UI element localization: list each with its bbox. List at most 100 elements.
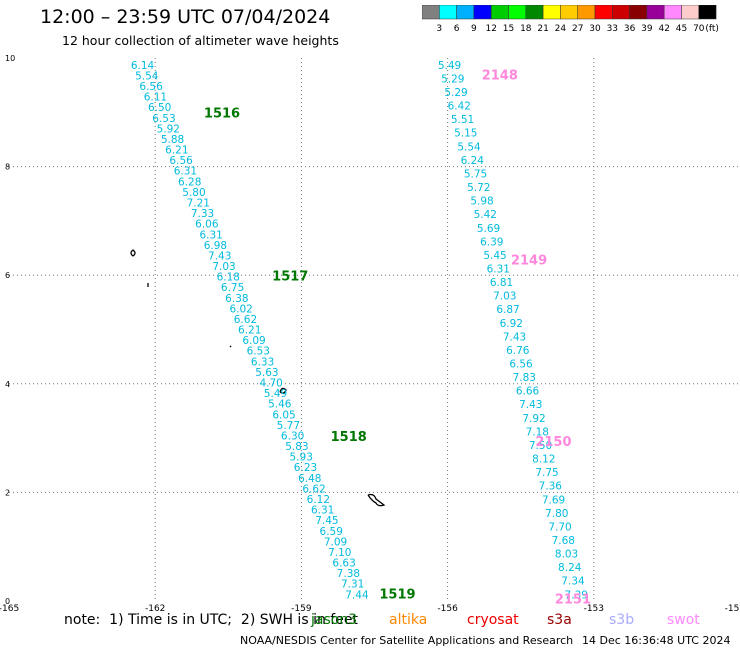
pass-number-label: 1516 [204,107,240,122]
wave-height-label: 6.62 [302,483,325,495]
wave-height-label: 8.03 [555,549,578,561]
wave-height-label: 7.43 [503,331,526,343]
mission-legend-jason3: jason3 [311,612,358,628]
wave-height-label: 7.43 [519,399,542,411]
wave-height-label: 6.28 [178,176,201,188]
wave-height-label: 6.33 [251,356,274,368]
colorbar-tick-label: 18 [520,24,532,34]
wave-height-label: 8.24 [558,562,582,574]
wave-height-label: 5.54 [135,70,159,82]
x-tick-label: -159 [291,604,312,612]
wave-height-label: 6.56 [139,81,163,93]
wave-height-label: 7.18 [526,426,549,438]
y-tick-label: 2 [5,488,10,497]
wave-height-label: 6.75 [221,282,244,294]
wave-height-label: 7.50 [529,440,552,452]
colorbar-tick-label: 15 [503,24,514,34]
wave-height-label: 6.42 [448,101,471,113]
colorbar-tick-label: 36 [624,24,636,34]
y-tick-label: 10 [5,54,15,63]
wave-height-label: 6.14 [131,60,155,72]
wave-height-label: 5.63 [255,367,278,379]
wave-height-label: 6.38 [225,293,248,305]
wave-height-label: 7.38 [337,568,360,580]
wave-height-label: 7.70 [548,521,571,533]
wave-height-label: 6.30 [281,430,304,442]
wave-height-label: 6.23 [294,462,317,474]
wave-height-label: 6.11 [144,92,167,104]
wave-height-label: 5.80 [182,187,205,199]
colorbar-tick-label: 39 [641,24,653,34]
x-tick-label: -162 [145,604,165,612]
wave-height-label: 5.98 [470,196,493,208]
wave-height-label: 5.29 [444,87,467,99]
coastline-island [229,345,232,348]
wave-height-label: 5.72 [467,182,490,194]
wave-height-label: 5.49 [264,388,287,400]
wave-height-label: 6.76 [506,345,530,357]
pass-number-label: 1517 [272,270,308,285]
coastline-island [279,387,287,394]
y-tick-label: 4 [5,380,10,389]
wave-height-label: 7.21 [187,198,210,210]
chart-subtitle: 12 hour collection of altimeter wave hei… [62,33,339,48]
colorbar-swatch [698,5,717,20]
coastline-island [130,249,136,257]
wave-height-label: 7.80 [545,508,568,520]
chart-title: 12:00 – 23:59 UTC 07/04/2024 [40,6,331,28]
pass-number-label: 2151 [555,593,591,608]
wave-height-label: 8.12 [532,454,555,466]
colorbar-tick-label: 30 [589,24,601,34]
wave-height-label: 7.36 [539,481,563,493]
wave-height-label: 6.12 [307,494,330,506]
pass-number-label: 2148 [482,69,518,84]
wave-height-label: 6.31 [199,229,222,241]
wave-height-label: 6.21 [165,145,188,157]
wave-height-label: 6.05 [272,409,295,421]
wave-height-label: 7.83 [513,372,536,384]
wave-height-label: 7.68 [552,535,575,547]
wave-height-label: 7.92 [522,413,545,425]
wave-height-label: 6.92 [500,318,523,330]
wave-height-label: 6.09 [242,335,265,347]
footer-timestamp: 14 Dec 16:36:48 UTC 2024 [582,634,731,647]
wave-height-label: 7.43 [208,250,231,262]
wave-height-label: 7.31 [341,579,364,591]
y-tick-label: 6 [5,271,10,280]
pass-number-label: 1518 [331,430,367,445]
wave-height-label: 7.03 [493,291,516,303]
wave-height-label: 6.21 [238,325,261,337]
footer-credit: NOAA/NESDIS Center for Satellite Applica… [240,634,574,647]
colorbar-tick-label: 9 [471,24,477,34]
wave-height-label: 5.77 [277,420,300,432]
wave-height-label: 7.03 [212,261,235,273]
wave-height-label: 6.02 [229,303,252,315]
wave-height-label: 6.53 [152,113,175,125]
wave-height-label: 5.29 [441,73,464,85]
colorbar-tick-label: 6 [454,24,460,34]
wave-height-label: 7.33 [191,208,214,220]
wave-height-label: 5.15 [454,128,477,140]
wave-height-label: 5.45 [483,250,506,262]
wave-height-label: 5.49 [438,60,461,72]
wave-height-label: 4.70 [259,378,282,390]
wave-height-label: 5.46 [268,399,292,411]
wave-height-label: 5.93 [290,452,313,464]
wave-height-label: 6.53 [247,346,270,358]
wave-height-label: 6.48 [298,473,321,485]
colorbar-unit: (ft) [705,24,719,34]
mission-legend-swot: swot [667,612,700,628]
wave-height-label: 6.81 [490,277,513,289]
wave-height-label: 5.92 [157,123,180,135]
pass-number-label: 1519 [379,587,415,602]
y-tick-label: 0 [5,597,10,606]
wave-height-label: 6.56 [509,359,533,371]
coastline-island [367,493,386,507]
wave-height-label: 7.09 [324,536,347,548]
colorbar-legend: 3 6 9 12 15 18 21 24 27 30 33 36 39 42 45 70 (ft) [422,5,719,34]
pass-number-label: 2149 [511,253,547,268]
wave-height-label: 6.31 [174,166,197,178]
wave-height-label: 6.31 [311,505,334,517]
wave-height-label: 5.51 [451,114,474,126]
wave-height-label: 6.98 [204,240,227,252]
